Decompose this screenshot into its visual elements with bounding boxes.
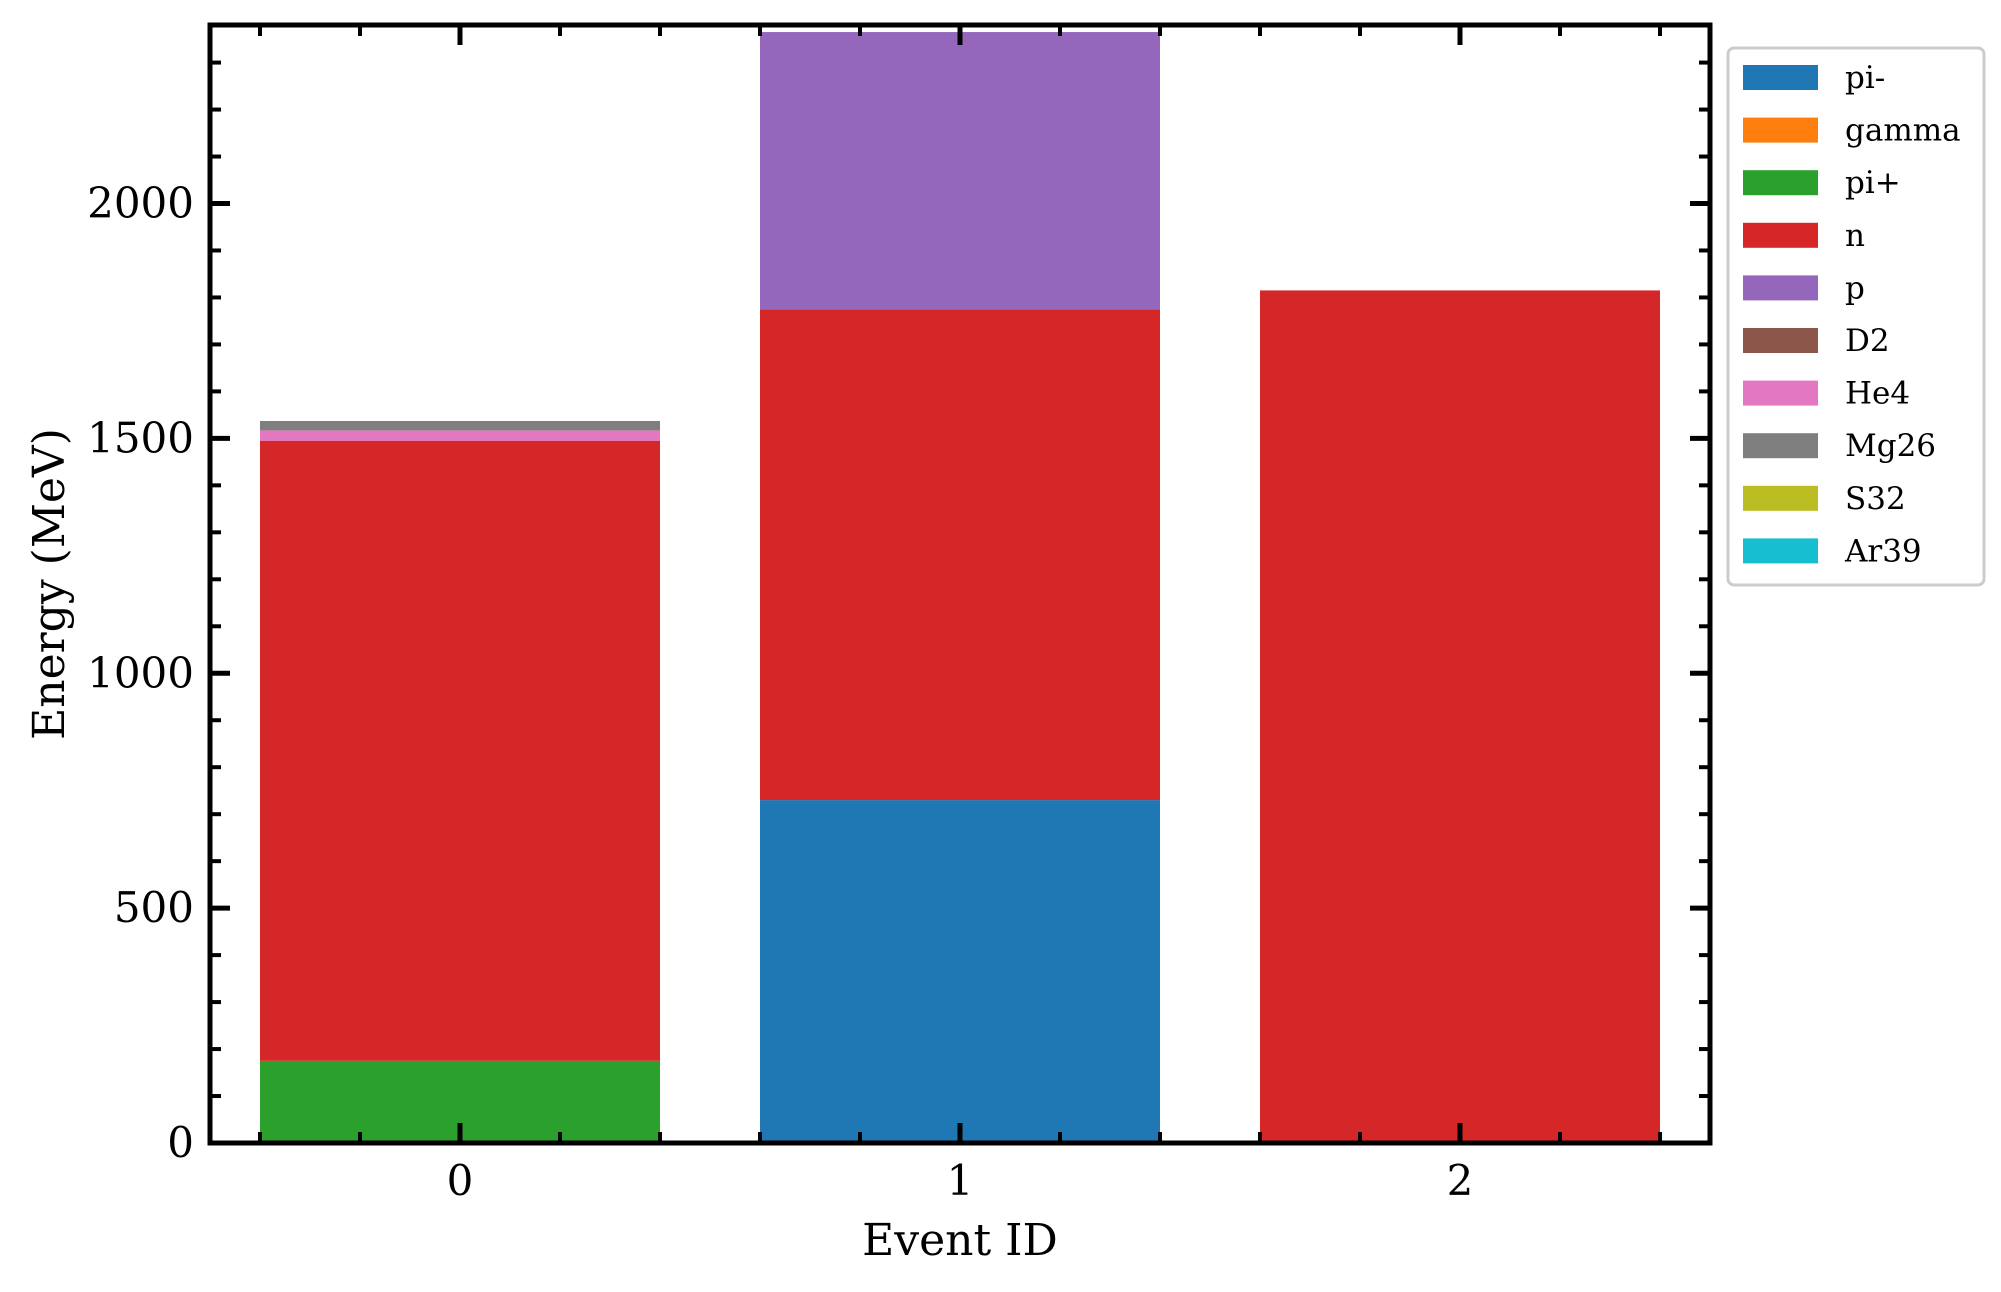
legend-label-p: p	[1845, 270, 1865, 306]
legend-swatch-S32	[1743, 485, 1818, 511]
x-tick-label: 2	[1447, 1156, 1474, 1205]
legend: pi-gamma pi+ np D2 He4 Mg26 S32 Ar39	[1726, 46, 1986, 587]
bar-segment-Mg26-event-0	[260, 420, 660, 431]
legend-label-He4: He4	[1845, 376, 1910, 412]
y-tick-label: 2000	[87, 179, 194, 228]
bar-segment-He4-event-0	[260, 430, 660, 441]
legend-swatch-pi-	[1743, 65, 1818, 90]
y-axis-label: Energy (MeV)	[24, 428, 75, 740]
bar-segment-n-event-1	[760, 309, 1160, 801]
bar-segment-p-event-1	[760, 32, 1160, 310]
legend-swatch-p	[1743, 275, 1818, 301]
bar-segment-n-event-2	[1260, 290, 1660, 1143]
x-tick-label: 0	[447, 1156, 474, 1205]
x-axis-label: Event ID	[862, 1215, 1058, 1266]
y-tick-label: 1500	[87, 413, 194, 462]
legend-label-Mg26: Mg26	[1845, 428, 1936, 464]
legend-swatch-Ar39	[1743, 538, 1818, 564]
legend-label-pi+: pi+	[1845, 165, 1901, 201]
legend-swatch-n	[1743, 222, 1818, 248]
plot-frame	[207, 22, 1713, 1146]
x-tick-label: 1	[947, 1156, 974, 1205]
bar-segment-n-event-0	[260, 440, 660, 1061]
legend-label-pi-: pi-	[1845, 60, 1885, 96]
legend-swatch-D2	[1743, 328, 1818, 353]
y-tick-label: 1000	[87, 648, 194, 697]
legend-swatch-pi+	[1743, 170, 1818, 196]
legend-label-D2: D2	[1845, 323, 1890, 359]
legend-swatch-Mg26	[1743, 433, 1818, 459]
bars-layer	[260, 32, 1660, 1143]
legend-label-S32: S32	[1845, 481, 1906, 517]
legend-entries: pi-gamma pi+ np D2 He4 Mg26 S32 Ar39	[1743, 60, 1961, 569]
y-tick-label: 500	[114, 883, 194, 932]
bar-segment-pi--event-1	[760, 800, 1160, 1143]
legend-label-Ar39: Ar39	[1844, 533, 1922, 569]
legend-label-n: n	[1845, 218, 1865, 254]
tick-labels-layer: 0 500 1000 1500 2000 0 1 2	[87, 179, 1473, 1205]
y-tick-label: 0	[167, 1118, 194, 1167]
legend-swatch-gamma	[1743, 117, 1818, 143]
legend-label-gamma: gamma	[1845, 113, 1961, 149]
legend-swatch-He4	[1743, 380, 1818, 406]
